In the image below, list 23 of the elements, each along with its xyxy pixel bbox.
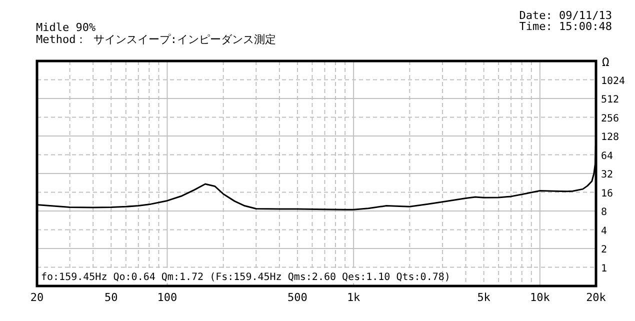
y-tick-label: 4 — [601, 226, 608, 237]
x-tick-label: 20k — [586, 291, 606, 304]
x-tick-label: 500 — [288, 291, 308, 304]
x-tick-label: 10k — [530, 291, 550, 304]
y-tick-label: 256 — [601, 113, 620, 124]
y-tick-label: 512 — [601, 94, 620, 106]
y-tick-label: 32 — [601, 170, 614, 180]
y-tick-label: 128 — [601, 132, 620, 143]
annotation: fo:159.45Hz Qo:0.64 Qm:1.72 (Fs:159.45Hz Qms:2.60 Qes:1.10 Qts:0.78) — [41, 272, 450, 283]
y-tick-label: 1024 — [601, 76, 626, 87]
y-tick-label: 8 — [601, 207, 608, 218]
y-tick-label: 16 — [601, 188, 614, 200]
chart-subtitle: Midle 90% Method： サインスイープ:インピーダンス測定 — [36, 21, 276, 46]
x-tick-label: 20 — [30, 291, 44, 304]
x-tick-label: 50 — [104, 291, 118, 304]
y-tick-label: 64 — [601, 150, 614, 162]
text: Date: 09/11/13 Time: 15:00:48 — [519, 9, 612, 33]
x-tick-label: 100 — [157, 291, 178, 304]
x-tick-label: 1k — [346, 291, 361, 304]
y-tick-label: 2 — [601, 244, 608, 256]
x-tick-label: 5k — [477, 291, 491, 304]
y-tick-label: 1 — [601, 263, 608, 274]
y-axis-title: Ω — [602, 55, 610, 69]
